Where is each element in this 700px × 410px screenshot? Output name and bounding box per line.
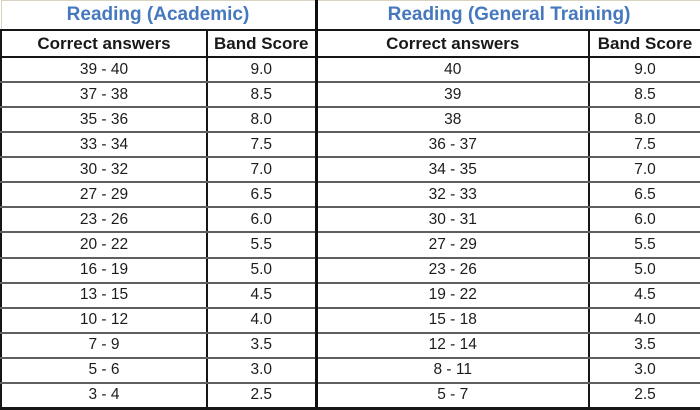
academic-section-title: Reading (Academic) bbox=[0, 0, 317, 31]
general-band-score-cell: 2.5 bbox=[587, 381, 700, 410]
general-correct-answers-cell: 27 - 29 bbox=[314, 231, 590, 259]
academic-band-score-header: Band Score bbox=[206, 29, 317, 58]
general-correct-answers-cell: 5 - 7 bbox=[314, 381, 590, 410]
academic-band-score-cell: 3.5 bbox=[206, 331, 317, 359]
academic-correct-answers-cell: 27 - 29 bbox=[0, 181, 208, 209]
academic-band-score-cell: 6.5 bbox=[206, 181, 317, 209]
general-correct-answers-cell: 34 - 35 bbox=[314, 156, 590, 184]
academic-band-score-cell: 5.5 bbox=[206, 231, 317, 259]
table-row: 20 - 22 5.5 27 - 29 5.5 bbox=[0, 231, 700, 259]
general-band-score-cell: 7.5 bbox=[587, 131, 700, 159]
academic-correct-answers-cell: 30 - 32 bbox=[0, 156, 208, 184]
academic-band-score-cell: 8.5 bbox=[206, 81, 317, 109]
academic-correct-answers-header: Correct answers bbox=[0, 29, 208, 58]
table-row: 35 - 36 8.0 38 8.0 bbox=[0, 106, 700, 134]
general-correct-answers-cell: 15 - 18 bbox=[314, 306, 590, 334]
general-correct-answers-cell: 32 - 33 bbox=[314, 181, 590, 209]
general-band-score-cell: 3.5 bbox=[587, 331, 700, 359]
academic-band-score-cell: 6.0 bbox=[206, 206, 317, 234]
general-correct-answers-header: Correct answers bbox=[314, 29, 590, 58]
general-band-score-cell: 5.0 bbox=[587, 256, 700, 284]
academic-band-score-cell: 4.5 bbox=[206, 281, 317, 309]
academic-correct-answers-cell: 23 - 26 bbox=[0, 206, 208, 234]
column-header-row: Correct answers Band Score Correct answe… bbox=[0, 29, 700, 58]
table-body: 39 - 40 9.0 40 9.0 37 - 38 8.5 39 8.5 35 - 36 8.0… bbox=[0, 55, 700, 410]
general-band-score-cell: 4.5 bbox=[587, 281, 700, 309]
general-band-score-cell: 3.0 bbox=[587, 356, 700, 384]
general-correct-answers-cell: 19 - 22 bbox=[314, 281, 590, 309]
table-row: 5 - 6 3.0 8 - 11 3.0 bbox=[0, 356, 700, 384]
general-correct-answers-cell: 8 - 11 bbox=[314, 356, 590, 384]
general-band-score-cell: 8.0 bbox=[587, 106, 700, 134]
general-correct-answers-cell: 39 bbox=[314, 81, 590, 109]
academic-correct-answers-cell: 3 - 4 bbox=[0, 381, 208, 410]
academic-band-score-cell: 4.0 bbox=[206, 306, 317, 334]
general-band-score-cell: 8.5 bbox=[587, 81, 700, 109]
general-correct-answers-cell: 12 - 14 bbox=[314, 331, 590, 359]
academic-correct-answers-cell: 33 - 34 bbox=[0, 131, 208, 159]
academic-correct-answers-cell: 39 - 40 bbox=[0, 55, 208, 84]
general-training-section-title: Reading (General Training) bbox=[314, 0, 700, 31]
general-correct-answers-cell: 38 bbox=[314, 106, 590, 134]
academic-correct-answers-cell: 10 - 12 bbox=[0, 306, 208, 334]
academic-correct-answers-cell: 35 - 36 bbox=[0, 106, 208, 134]
general-correct-answers-cell: 40 bbox=[314, 55, 590, 84]
academic-band-score-cell: 8.0 bbox=[206, 106, 317, 134]
table-row: 7 - 9 3.5 12 - 14 3.5 bbox=[0, 331, 700, 359]
general-correct-answers-cell: 30 - 31 bbox=[314, 206, 590, 234]
section-title-row: Reading (Academic) Reading (General Trai… bbox=[0, 0, 700, 31]
table-row: 13 - 15 4.5 19 - 22 4.5 bbox=[0, 281, 700, 309]
table-row: 16 - 19 5.0 23 - 26 5.0 bbox=[0, 256, 700, 284]
table-row: 3 - 4 2.5 5 - 7 2.5 bbox=[0, 381, 700, 410]
table-row: 33 - 34 7.5 36 - 37 7.5 bbox=[0, 131, 700, 159]
general-band-score-cell: 4.0 bbox=[587, 306, 700, 334]
academic-band-score-cell: 2.5 bbox=[206, 381, 317, 410]
general-band-score-cell: 7.0 bbox=[587, 156, 700, 184]
academic-correct-answers-cell: 16 - 19 bbox=[0, 256, 208, 284]
general-correct-answers-cell: 36 - 37 bbox=[314, 131, 590, 159]
general-band-score-cell: 5.5 bbox=[587, 231, 700, 259]
table-row: 39 - 40 9.0 40 9.0 bbox=[0, 55, 700, 84]
table-row: 10 - 12 4.0 15 - 18 4.0 bbox=[0, 306, 700, 334]
academic-band-score-cell: 9.0 bbox=[206, 55, 317, 84]
table-row: 23 - 26 6.0 30 - 31 6.0 bbox=[0, 206, 700, 234]
general-band-score-cell: 6.5 bbox=[587, 181, 700, 209]
academic-correct-answers-cell: 37 - 38 bbox=[0, 81, 208, 109]
academic-correct-answers-cell: 20 - 22 bbox=[0, 231, 208, 259]
academic-correct-answers-cell: 5 - 6 bbox=[0, 356, 208, 384]
table-row: 27 - 29 6.5 32 - 33 6.5 bbox=[0, 181, 700, 209]
general-band-score-cell: 6.0 bbox=[587, 206, 700, 234]
academic-band-score-cell: 5.0 bbox=[206, 256, 317, 284]
general-band-score-header: Band Score bbox=[587, 29, 700, 58]
academic-band-score-cell: 7.5 bbox=[206, 131, 317, 159]
table-row: 37 - 38 8.5 39 8.5 bbox=[0, 81, 700, 109]
table-row: 30 - 32 7.0 34 - 35 7.0 bbox=[0, 156, 700, 184]
general-correct-answers-cell: 23 - 26 bbox=[314, 256, 590, 284]
academic-correct-answers-cell: 13 - 15 bbox=[0, 281, 208, 309]
academic-band-score-cell: 7.0 bbox=[206, 156, 317, 184]
academic-correct-answers-cell: 7 - 9 bbox=[0, 331, 208, 359]
academic-band-score-cell: 3.0 bbox=[206, 356, 317, 384]
general-band-score-cell: 9.0 bbox=[587, 55, 700, 84]
